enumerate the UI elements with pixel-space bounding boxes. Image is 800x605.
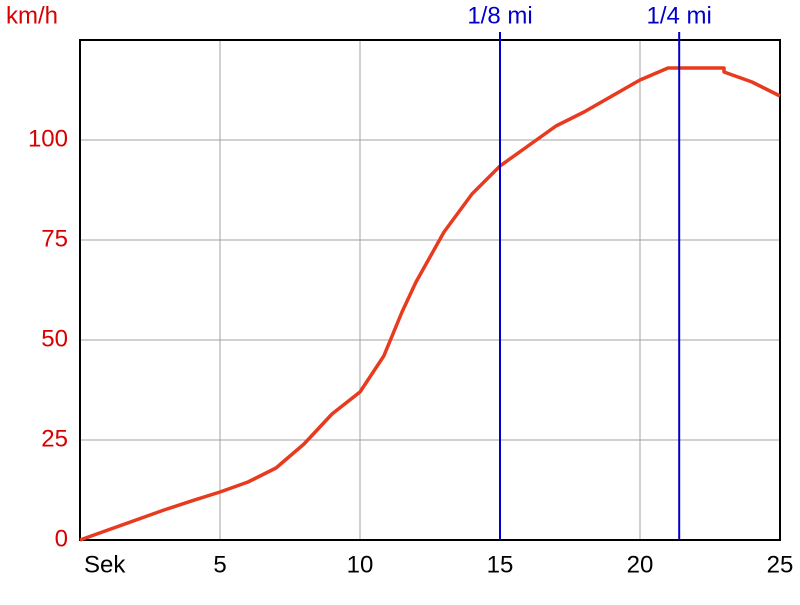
- distance-marker-label: 1/4 mi: [647, 2, 712, 29]
- y-tick-label: 0: [55, 525, 68, 552]
- x-tick-label: 10: [347, 551, 374, 578]
- x-tick-label: 20: [627, 551, 654, 578]
- plot-border: [79, 39, 781, 541]
- x-tick-label: Sek: [84, 551, 126, 578]
- y-tick-label: 25: [41, 425, 68, 452]
- distance-marker-label: 1/8 mi: [467, 2, 532, 29]
- y-axis-label: km/h: [6, 2, 58, 29]
- x-tick-label: 25: [767, 551, 794, 578]
- data-line: [79, 66, 781, 542]
- x-tick-label: 5: [213, 551, 226, 578]
- y-tick-label: 75: [41, 225, 68, 252]
- y-tick-label: 100: [28, 125, 68, 152]
- x-tick-label: 15: [487, 551, 514, 578]
- y-tick-label: 50: [41, 325, 68, 352]
